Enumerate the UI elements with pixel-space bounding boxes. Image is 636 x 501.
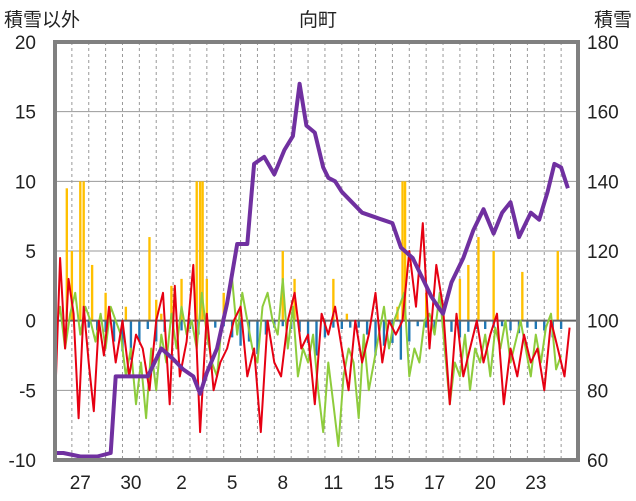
data-series bbox=[55, 84, 578, 457]
chart-title: 向町 bbox=[299, 9, 337, 31]
x-tick-label: 23 bbox=[525, 473, 546, 494]
precip-negative-bar bbox=[526, 321, 528, 328]
left-tick-label: 20 bbox=[15, 33, 36, 54]
right-tick-label: 180 bbox=[587, 33, 619, 54]
precip-negative-bar bbox=[467, 321, 469, 332]
left-tick-label: 0 bbox=[25, 312, 36, 333]
x-axis-ticks: 27 30 2 5 8 11 15 17 20 23 bbox=[70, 473, 547, 494]
precip-positive-bar bbox=[459, 279, 461, 321]
right-tick-label: 160 bbox=[587, 103, 619, 124]
precip-negative-bar bbox=[147, 321, 149, 329]
x-tick-label: 17 bbox=[424, 473, 445, 494]
left-axis-ticks: 20 15 10 5 0 -5 -10 bbox=[9, 33, 36, 472]
x-tick-label: 11 bbox=[324, 473, 344, 494]
right-axis-ticks: 180 160 140 120 100 80 60 bbox=[587, 33, 619, 472]
precip-positive-bar bbox=[521, 272, 523, 321]
left-tick-label: 10 bbox=[15, 172, 36, 193]
precip-negative-bar bbox=[357, 321, 359, 328]
x-tick-label: 5 bbox=[227, 473, 238, 494]
precip-negative-bar bbox=[214, 321, 216, 328]
precip-positive-bar bbox=[557, 251, 559, 321]
precip-negative-bar bbox=[535, 321, 537, 329]
left-tick-label: 15 bbox=[15, 103, 36, 124]
precip-positive-bar bbox=[477, 237, 479, 321]
precip-negative-bar bbox=[560, 321, 562, 329]
x-tick-label: 8 bbox=[277, 473, 288, 494]
precip-positive-bar bbox=[91, 265, 93, 321]
right-axis-label: 積雪 bbox=[594, 9, 632, 31]
precip-positive-bar bbox=[82, 181, 84, 320]
precip-negative-bar bbox=[450, 321, 452, 332]
right-tick-label: 80 bbox=[587, 381, 608, 402]
precip-positive-bar bbox=[346, 314, 348, 321]
precip-positive-bar bbox=[79, 181, 81, 320]
right-tick-label: 120 bbox=[587, 242, 619, 263]
left-tick-label: 5 bbox=[25, 242, 36, 263]
precip-positive-bar bbox=[492, 251, 494, 321]
grid bbox=[55, 42, 578, 460]
x-tick-label: 30 bbox=[120, 473, 141, 494]
x-tick-label: 2 bbox=[176, 473, 187, 494]
x-tick-label: 20 bbox=[475, 473, 496, 494]
right-tick-label: 60 bbox=[587, 451, 608, 472]
precip-negative-bar bbox=[366, 321, 368, 335]
precip-negative-bar bbox=[408, 321, 410, 342]
left-axis-label: 積雪以外 bbox=[4, 9, 80, 31]
precip-negative-bar bbox=[509, 321, 511, 331]
right-tick-label: 140 bbox=[587, 172, 619, 193]
precip-positive-bar bbox=[148, 237, 150, 321]
precip-positive-bar bbox=[196, 181, 198, 320]
x-tick-label: 15 bbox=[373, 473, 394, 494]
precip-positive-bar bbox=[125, 307, 127, 321]
precip-positive-bar bbox=[467, 265, 469, 321]
precip-negative-bar bbox=[341, 321, 343, 329]
precipitation-bars bbox=[66, 181, 563, 359]
precip-negative-bar bbox=[349, 321, 351, 328]
right-tick-label: 100 bbox=[587, 312, 619, 333]
snow-depth-series-line bbox=[55, 84, 568, 457]
precip-positive-bar bbox=[104, 293, 106, 321]
temperature-series-line bbox=[55, 223, 570, 432]
precip-negative-bar bbox=[315, 321, 317, 356]
precip-positive-bar bbox=[160, 314, 162, 321]
x-tick-label: 27 bbox=[70, 473, 91, 494]
precip-negative-bar bbox=[484, 321, 486, 329]
precip-negative-bar bbox=[332, 321, 334, 328]
left-tick-label: -10 bbox=[9, 451, 36, 472]
left-tick-label: -5 bbox=[19, 381, 36, 402]
precip-negative-bar bbox=[88, 321, 90, 328]
precip-negative-bar bbox=[180, 321, 182, 331]
